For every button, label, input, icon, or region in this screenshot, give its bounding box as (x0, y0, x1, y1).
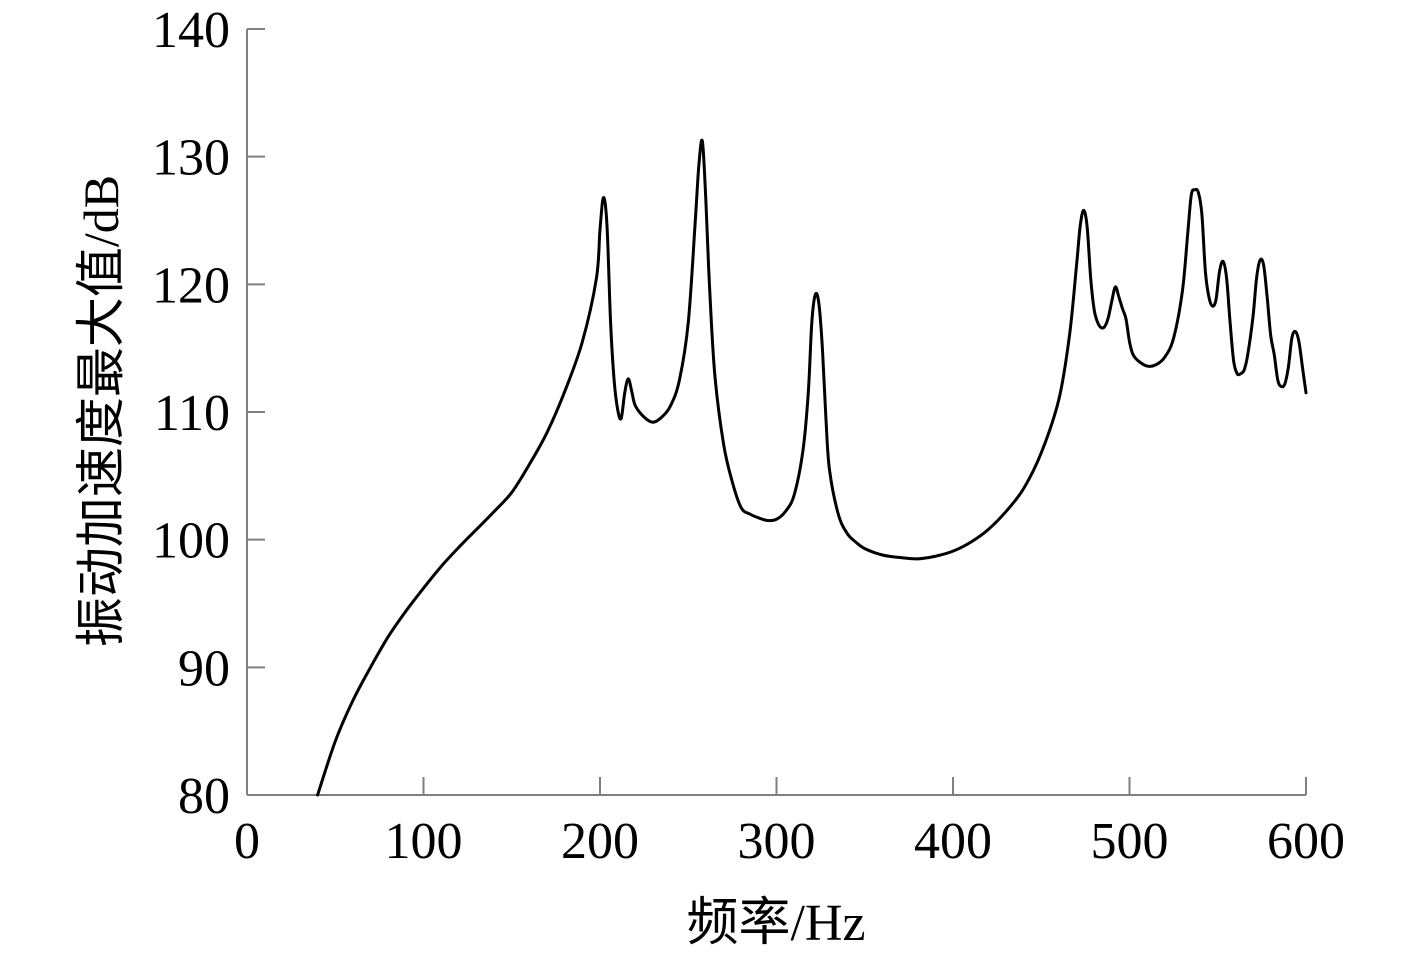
y-tick-label: 110 (154, 385, 230, 442)
y-tick-label: 80 (178, 768, 230, 825)
x-tick-label: 100 (385, 813, 463, 870)
axes (246, 29, 1306, 796)
x-tick-label: 600 (1267, 813, 1345, 870)
x-tick-label: 500 (1091, 813, 1169, 870)
y-axis-title: 振动加速度最大值/dB (73, 175, 129, 647)
x-tick-label: 400 (914, 813, 992, 870)
x-tick-label: 200 (561, 813, 639, 870)
y-tick-label: 100 (152, 513, 230, 570)
y-tick-label: 140 (152, 2, 230, 59)
x-axis-title: 频率/Hz (686, 895, 865, 952)
y-tick-label: 90 (178, 640, 230, 697)
y-tick-label: 130 (152, 130, 230, 187)
x-tick-label: 0 (234, 813, 260, 870)
series-layer (316, 138, 1308, 797)
ticks: 0 100 200 300 400 500 600 80 90 100 110 120 130 140 (152, 2, 1345, 870)
series-line (316, 138, 1308, 797)
y-tick-label: 120 (152, 257, 230, 314)
x-tick-label: 300 (738, 813, 816, 870)
